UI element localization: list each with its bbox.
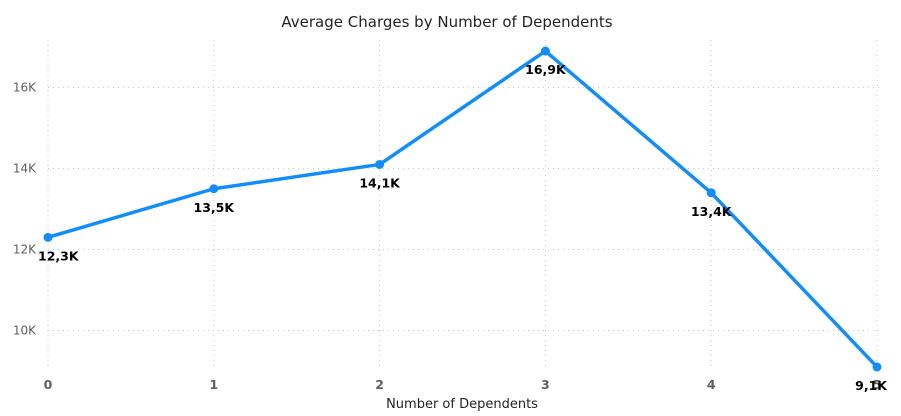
data-point[interactable]	[706, 188, 716, 198]
y-tick-label: 10K	[13, 324, 37, 338]
data-point[interactable]	[209, 184, 219, 194]
x-axis-title: Number of Dependents	[386, 397, 538, 412]
series-line	[46, 49, 879, 369]
data-label: 13,4K	[691, 204, 733, 219]
data-point[interactable]	[375, 159, 385, 169]
chart-title: Average Charges by Number of Dependents	[281, 13, 612, 31]
data-label: 12,3K	[38, 248, 80, 263]
x-axis: 0 1 2 3 4 5	[44, 377, 882, 392]
gridlines	[47, 40, 881, 368]
x-tick-label: 4	[707, 377, 716, 392]
y-axis: 10K 12K 14K 16K	[13, 81, 37, 338]
data-label: 13,5K	[194, 200, 236, 215]
x-tick-label: 3	[541, 377, 550, 392]
data-label: 9,1K	[855, 378, 888, 393]
data-point[interactable]	[540, 46, 550, 56]
data-point[interactable]	[872, 362, 882, 372]
data-labels: 12,3K 13,5K 14,1K 16,9K 13,4K 9,1K	[38, 62, 888, 393]
x-tick-label: 2	[375, 377, 384, 392]
series-layer	[43, 46, 882, 372]
data-label: 14,1K	[359, 175, 401, 190]
y-tick-label: 14K	[13, 162, 37, 176]
x-tick-label: 0	[44, 377, 53, 392]
x-tick-label: 5	[873, 377, 882, 392]
y-tick-label: 16K	[13, 81, 37, 95]
x-tick-label: 1	[209, 377, 218, 392]
data-label: 16,9K	[525, 62, 567, 77]
data-point[interactable]	[43, 232, 53, 242]
y-tick-label: 12K	[13, 243, 37, 257]
